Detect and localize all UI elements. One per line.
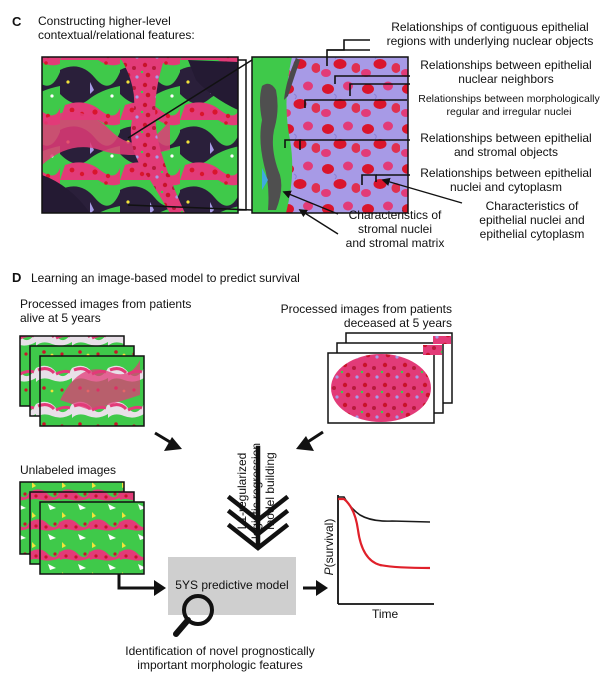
vertical-text-line1: L1-regularized xyxy=(235,452,249,530)
label-char-stromal-line3: and stromal matrix xyxy=(345,236,445,250)
label-characteristics-epithelial: Characteristics of epithelial nuclei and… xyxy=(462,199,602,241)
vertical-text-line3: model building xyxy=(263,452,277,530)
label-epi-cyto-line1: Relationships between epithelial xyxy=(420,166,592,180)
label-contiguous-line2: regions with underlying nuclear objects xyxy=(386,34,594,48)
label-char-epi-line3: epithelial cytoplasm xyxy=(479,227,585,241)
alive-caption-line2: alive at 5 years xyxy=(20,311,101,325)
model-building-vertical-text: L1-regularized logistic regression model… xyxy=(235,401,277,581)
unlabeled-caption: Unlabeled images xyxy=(20,463,117,477)
panel-c-annotation-lines xyxy=(284,39,410,185)
unlabeled-image-stack xyxy=(19,481,145,575)
deceased-caption-line2: deceased at 5 years xyxy=(343,316,452,330)
tissue-overview-image xyxy=(41,56,239,214)
identification-caption: Identification of novel prognostically i… xyxy=(60,644,380,672)
survival-curve-deceased xyxy=(338,497,431,570)
panel-d-title: Learning an image-based model to predict… xyxy=(31,271,300,285)
arrow-icon xyxy=(298,209,339,235)
panel-d-letter: D xyxy=(12,270,22,285)
tissue-zoom-image xyxy=(251,56,409,214)
label-epi-stromal-line1: Relationships between epithelial xyxy=(420,131,592,145)
zoom-connector xyxy=(127,59,253,211)
panel-c-title-line1: Constructing higher-level xyxy=(38,14,171,28)
label-morph-line2: regular and irregular nuclei xyxy=(446,106,572,118)
panel-c-letter: C xyxy=(12,14,22,29)
label-char-epi-line2: epithelial nuclei and xyxy=(479,213,585,227)
label-epi-neighbors-line2: nuclear neighbors xyxy=(458,72,554,86)
label-contiguous-regions: Relationships of contiguous epithelial r… xyxy=(370,20,610,48)
deceased-caption-line1: Processed images from patients xyxy=(280,302,452,316)
label-characteristics-stromal: Characteristics of stromal nuclei and st… xyxy=(330,208,460,250)
survival-y-label-p: P xyxy=(322,567,336,576)
label-epi-neighbors-line1: Relationships between epithelial xyxy=(420,58,592,72)
arrow-icon xyxy=(381,177,463,204)
label-char-epi-line1: Characteristics of xyxy=(485,199,579,213)
identification-line1: Identification of novel prognostically xyxy=(125,644,315,658)
arrow-icon xyxy=(117,574,328,596)
alive-caption-line1: Processed images from patients xyxy=(20,297,192,311)
label-epithelial-stromal: Relationships between epithelial and str… xyxy=(408,131,604,159)
deceased-caption: Processed images from patients deceased … xyxy=(260,302,452,330)
label-char-stromal-line2: stromal nuclei xyxy=(357,222,433,236)
predictive-model-box xyxy=(168,557,296,615)
survival-y-label: P(survival) xyxy=(322,497,336,597)
label-char-stromal-line1: Characteristics of xyxy=(348,208,442,222)
magnifier-icon xyxy=(173,594,214,637)
arrow-icon xyxy=(282,190,339,215)
model-box-label: 5YS predictive model xyxy=(175,578,289,592)
label-morphological: Relationships between morphologically re… xyxy=(408,93,610,119)
survival-chart xyxy=(337,495,434,605)
alive-caption: Processed images from patients alive at … xyxy=(20,297,191,325)
arrow-icon xyxy=(154,430,324,451)
label-epi-stromal-line2: and stromal objects xyxy=(453,145,559,159)
label-epithelial-cytoplasm: Relationships between epithelial nuclei … xyxy=(408,166,604,194)
label-epithelial-neighbors: Relationships between epithelial nuclear… xyxy=(408,58,604,86)
triple-chevron-arrow-icon xyxy=(226,445,290,551)
panel-c-title-line2: contextual/relational features: xyxy=(38,28,195,42)
panel-c-title: Constructing higher-level contextual/rel… xyxy=(38,14,195,42)
survival-x-label: Time xyxy=(372,607,399,621)
label-contiguous-line1: Relationships of contiguous epithelial xyxy=(391,20,589,34)
survival-y-label-rest: (survival) xyxy=(322,518,336,568)
label-epi-cyto-line2: nuclei and cytoplasm xyxy=(449,180,563,194)
vertical-text-line2: logistic regression xyxy=(249,442,263,540)
label-morph-line1: Relationships between morphologically xyxy=(418,93,600,105)
identification-line2: important morphologic features xyxy=(137,658,303,672)
deceased-image-stack xyxy=(327,332,453,424)
alive-image-stack xyxy=(19,335,145,427)
